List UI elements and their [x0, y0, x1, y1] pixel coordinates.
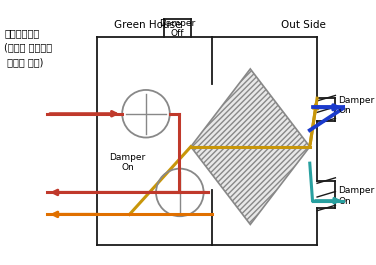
- Text: Damper
On: Damper On: [109, 153, 146, 172]
- Text: 상대습도초과
(실내측 토출온도
 설정치 이하): 상대습도초과 (실내측 토출온도 설정치 이하): [4, 28, 52, 67]
- Text: Damper
On: Damper On: [338, 96, 374, 115]
- Text: Damper
On: Damper On: [338, 186, 374, 206]
- Text: Green House: Green House: [114, 20, 182, 30]
- Polygon shape: [191, 69, 310, 224]
- Text: Damper
Off: Damper Off: [159, 19, 195, 38]
- Text: Out Side: Out Side: [281, 20, 326, 30]
